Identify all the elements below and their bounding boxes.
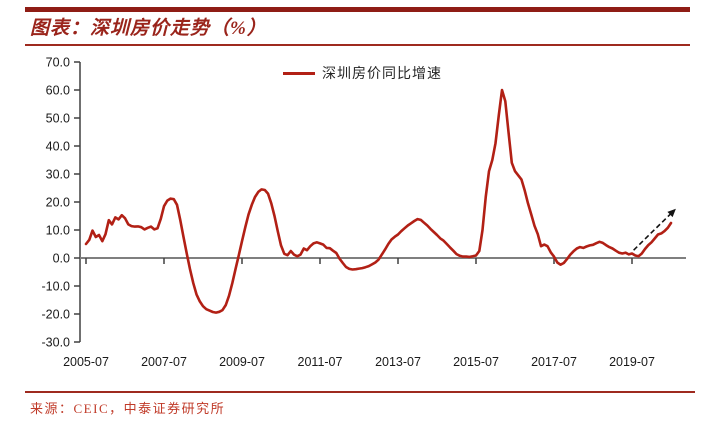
y-tick-label: 70.0 bbox=[46, 56, 70, 70]
line-chart: 70.0 60.0 50.0 40.0 30.0 20.0 10.0 0.0 -10.0 -20.… bbox=[42, 56, 686, 369]
source-note: 来源：CEIC，中泰证券研究所 bbox=[30, 401, 226, 416]
x-tick-label: 2007-07 bbox=[141, 355, 187, 369]
figure-title: 图表：深圳房价走势（%） bbox=[30, 18, 267, 39]
x-tick-label: 2005-07 bbox=[63, 355, 109, 369]
y-tick-label: 60.0 bbox=[46, 84, 70, 98]
y-tick-label: -30.0 bbox=[42, 336, 71, 350]
y-tick-label: 0.0 bbox=[53, 252, 70, 266]
y-tick-label: 40.0 bbox=[46, 140, 70, 154]
title-top-rule bbox=[25, 7, 690, 12]
y-tick-label: 10.0 bbox=[46, 224, 70, 238]
x-tick-label: 2019-07 bbox=[609, 355, 655, 369]
y-tick-label: 20.0 bbox=[46, 196, 70, 210]
x-tick-label: 2011-07 bbox=[298, 355, 343, 369]
y-tick-label: 30.0 bbox=[46, 168, 70, 182]
title-underline-rule bbox=[25, 44, 690, 46]
y-tick-label: 50.0 bbox=[46, 112, 70, 126]
x-tick-label: 2017-07 bbox=[531, 355, 577, 369]
x-tick-label: 2013-07 bbox=[375, 355, 421, 369]
y-tick-label: -10.0 bbox=[42, 280, 71, 294]
x-tick-label: 2009-07 bbox=[219, 355, 265, 369]
footer-rule bbox=[25, 391, 695, 393]
legend-line-marker bbox=[283, 71, 315, 75]
trend-arrow-head bbox=[667, 208, 676, 218]
series-line bbox=[84, 88, 673, 314]
chart-legend: 深圳房价同比增速 bbox=[283, 63, 442, 83]
trend-arrow-shaft bbox=[633, 211, 673, 251]
legend-label: 深圳房价同比增速 bbox=[322, 65, 442, 81]
x-tick-label: 2015-07 bbox=[453, 355, 499, 369]
y-tick-label: -20.0 bbox=[42, 308, 71, 322]
